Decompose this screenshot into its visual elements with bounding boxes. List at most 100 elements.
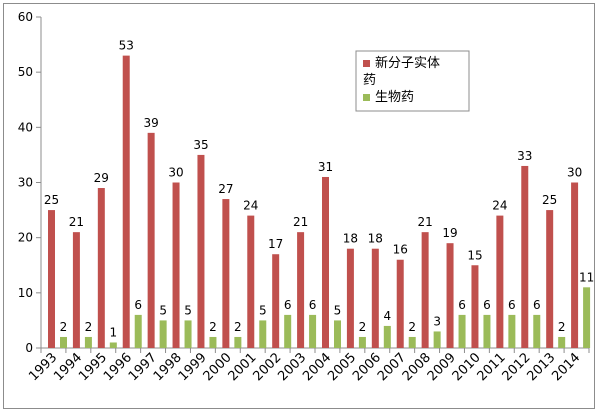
data-label-biologic: 6 [483,298,491,312]
x-tick-label: 1995 [76,350,110,384]
bar-new-molecular [396,259,404,348]
bar-biologic [533,314,541,348]
bar-biologic [383,325,391,348]
bar-new-molecular [48,210,55,348]
bar-biologic [408,336,416,348]
bar-biologic [134,314,142,348]
data-label-biologic: 6 [309,298,317,312]
data-label-biologic: 5 [159,303,167,317]
data-label-biologic: 5 [259,303,267,317]
bar-new-molecular [122,55,130,348]
bar-new-molecular [446,243,454,348]
data-label-new-molecular: 16 [393,243,408,257]
bar-biologic [583,287,591,348]
legend-swatch-biologic [363,94,370,101]
bar-new-molecular [147,132,155,348]
data-label-new-molecular: 30 [168,166,183,180]
bar-new-molecular [97,188,105,348]
data-label-new-molecular: 19 [442,226,457,240]
chart-frame: 0 10 20 30 40 50 60 1993 1994 1995 1996 1997 1998 19… [3,3,595,409]
data-label-biologic: 2 [209,320,217,334]
data-label-new-molecular: 21 [69,215,84,229]
data-label-biologic: 2 [558,320,566,334]
bar-biologic [209,336,217,348]
data-label-new-molecular: 30 [567,166,582,180]
bar-new-molecular [172,182,180,348]
y-tick-label: 20 [18,231,33,245]
bar-new-molecular [322,176,329,348]
bar-new-molecular [222,199,230,348]
y-tick-label: 10 [18,286,33,300]
data-label-biologic: 5 [334,303,342,317]
bar-biologic [358,336,366,348]
bar-new-molecular [471,265,479,348]
data-label-new-molecular: 39 [143,116,158,130]
data-label-new-molecular: 17 [268,237,283,251]
y-axis: 0 10 20 30 40 50 60 [18,10,42,355]
data-label-new-molecular: 21 [417,215,432,229]
data-label-new-molecular: 33 [517,149,532,163]
data-label-biologic: 6 [508,298,516,312]
data-label-biologic: 6 [458,298,466,312]
data-label-new-molecular: 25 [44,193,59,207]
x-tick-label: 2000 [201,350,235,384]
legend-label-new-molecular-line2: 药 [363,73,376,88]
bar-biologic [309,314,317,348]
data-label-new-molecular: 18 [368,232,383,246]
x-tick-label: 2002 [250,350,284,384]
data-label-biologic: 5 [184,303,192,317]
bar-biologic [234,336,242,348]
data-label-biologic: 6 [284,298,292,312]
y-tick-label: 30 [18,176,33,190]
data-labels: 2522122915363953053522722451762163151821… [44,39,594,340]
x-tick-label: 2011 [475,350,509,384]
data-label-biologic: 4 [383,309,391,323]
data-label-biologic: 6 [134,298,142,312]
data-label-new-molecular: 35 [193,138,208,152]
bar-biologic [159,320,167,348]
data-label-new-molecular: 53 [119,39,134,53]
bar-biologic [184,320,192,348]
x-tick-label: 2007 [375,350,409,384]
data-label-biologic: 2 [359,320,367,334]
y-tick-label: 0 [25,341,33,355]
x-tick-label: 2001 [226,350,260,384]
bar-biologic [334,320,341,348]
data-label-biologic: 2 [408,320,416,334]
data-label-biologic: 3 [433,314,441,328]
data-label-new-molecular: 29 [94,171,109,185]
legend-label-new-molecular-line1: 新分子实体 [375,55,440,71]
bar-new-molecular [247,215,255,348]
x-tick-label: 2012 [500,350,534,384]
bar-biologic [109,342,117,348]
bar-biologic [508,314,516,348]
data-label-biologic: 2 [60,320,68,334]
data-label-new-molecular: 24 [243,199,258,213]
bar-biologic [259,320,267,348]
x-tick-label: 1993 [26,350,60,384]
x-tick-label: 2008 [400,350,434,384]
data-label-new-molecular: 18 [343,232,358,246]
x-tick-label: 2006 [350,350,384,384]
bar-new-molecular [546,210,554,348]
legend-swatch-new-molecular [363,60,370,67]
data-label-biologic: 1 [109,325,117,339]
bar-biologic [433,331,441,348]
bar-new-molecular [297,232,305,348]
x-tick-label: 1997 [126,350,160,384]
bars [48,55,591,348]
bar-biologic [558,336,566,348]
bar-new-molecular [496,215,504,348]
bar-biologic [284,314,292,348]
data-label-new-molecular: 21 [293,215,308,229]
bar-biologic [84,336,92,348]
y-tick-label: 40 [18,120,33,134]
bar-biologic [60,336,67,348]
data-label-new-molecular: 24 [492,199,507,213]
bar-biologic [483,314,491,348]
data-label-new-molecular: 25 [542,193,557,207]
bar-new-molecular [421,232,429,348]
bar-biologic [458,314,466,348]
bar-new-molecular [371,248,379,348]
